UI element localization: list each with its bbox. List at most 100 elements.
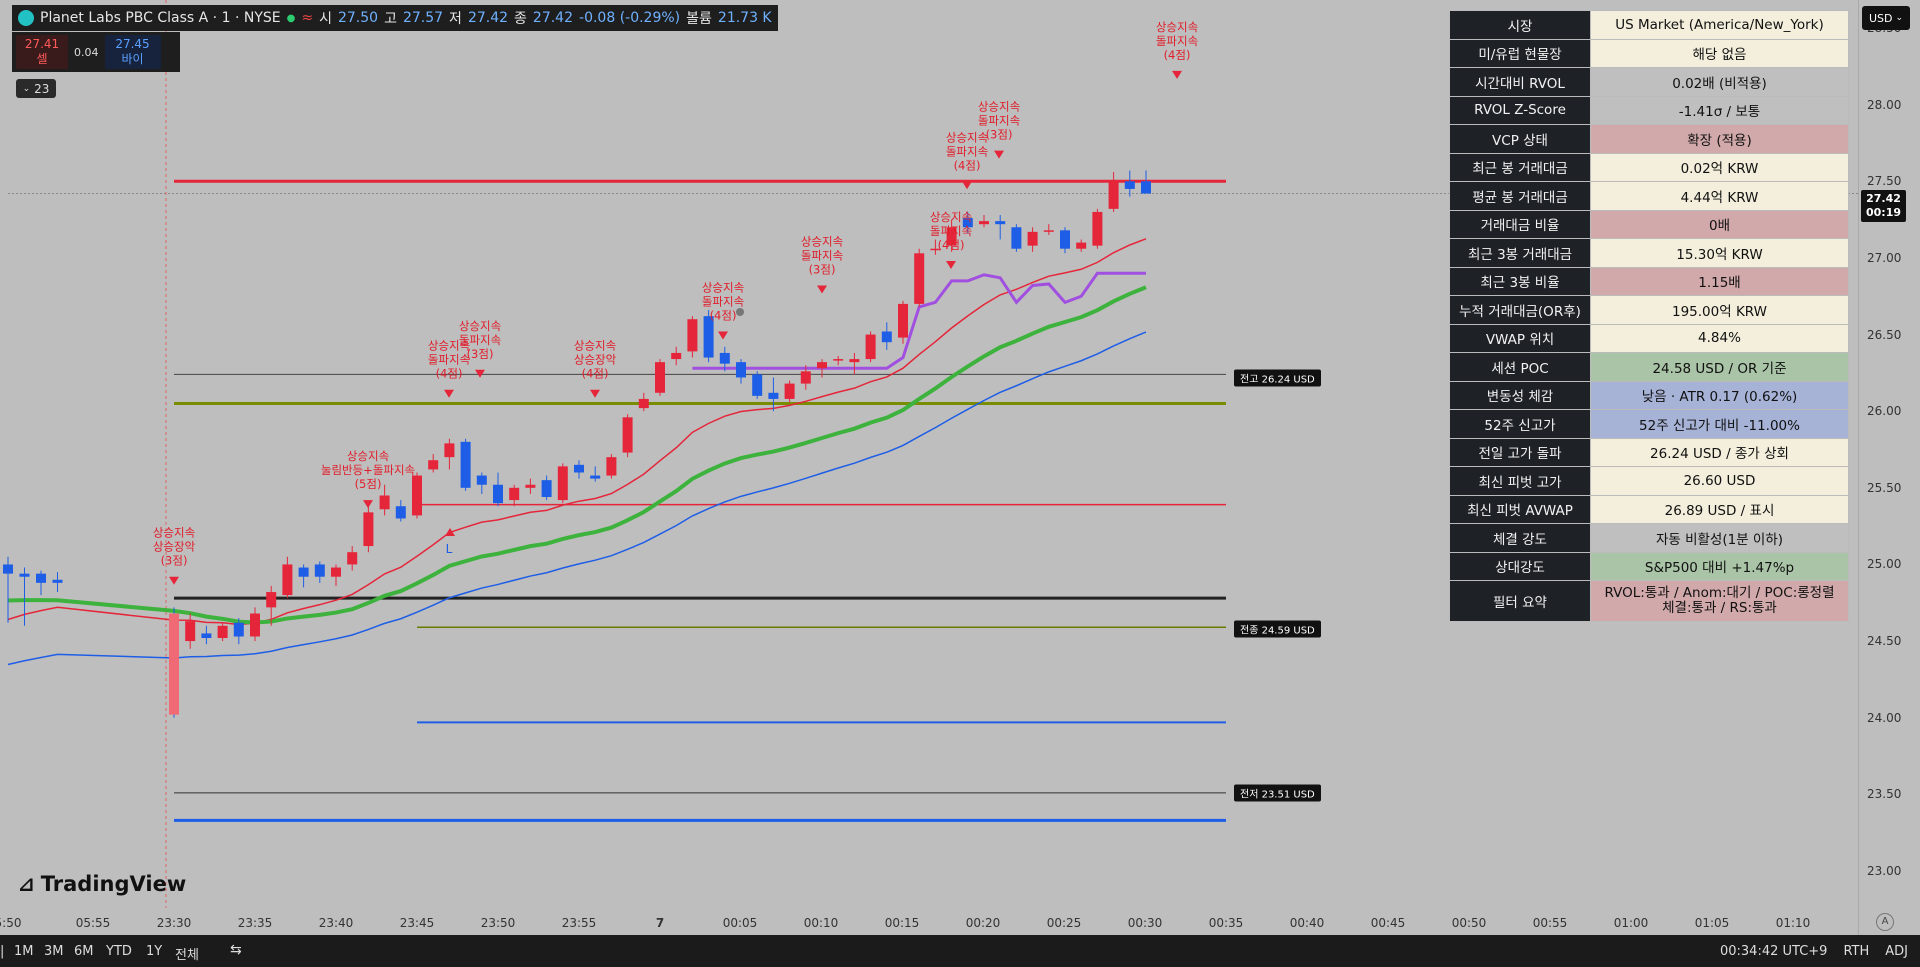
wave-icon: ≈ [301,10,314,26]
candle-body [233,622,244,637]
clock-display[interactable]: 00:34:42 UTC+9 [1719,944,1828,959]
time-tick: 23:30 [156,916,192,930]
time-tick: 00:15 [884,916,920,930]
table-value: 26.24 USD / 종가 상회 [1590,437,1849,467]
price-tick: 27.00 [1867,250,1902,265]
signal-text: (4점) [954,158,981,172]
signal-text: 상승지속 [946,130,988,144]
range-button[interactable]: 1Y [146,944,163,959]
candle-body [914,253,925,304]
signal-text: 상승지속 [428,339,470,353]
bottom-toolbar: | 1M 3M 6M YTD 1Y 전체 ⇆ 00:34:42 UTC+9 RTH ADJ [0,935,1920,967]
table-row: 필터 요약 RVOL:통과 / Anom:대기 / POC:롱정렬 체결:통과 / … [1449,580,1849,622]
filter-summary-value: RVOL:통과 / Anom:대기 / POC:롱정렬 체결:통과 / RS:통과 [1590,580,1849,622]
tradingview-logo[interactable]: ⊿ TradingView [18,872,186,896]
table-key: RVOL Z-Score [1449,95,1591,125]
table-key: 시장 [1449,10,1591,40]
symbol-title[interactable]: Planet Labs PBC Class A · 1 · NYSE [40,10,281,26]
table-value: 195.00억 KRW [1590,295,1849,325]
table-row: 52주 신고가 52주 신고가 대비 -11.00% [1449,409,1849,439]
candle-body [817,362,827,369]
signal-down-arrow-icon [946,260,956,269]
time-tick: 7 [655,916,665,930]
session-toggle[interactable]: RTH [1843,944,1870,959]
range-button[interactable]: 1M [14,944,34,959]
candle-body [930,248,941,251]
date-range-icon[interactable]: ⇆ [230,942,242,958]
signal-text: (5점) [355,477,382,491]
candle-body [363,512,374,547]
range-button[interactable]: 6M [74,944,94,959]
signal-text: (3점) [986,128,1013,142]
table-row: 거래대금 비율 0배 [1449,209,1849,239]
current-price-label: 27.42 00:19 [1861,190,1906,222]
candle-body [3,564,13,574]
table-row: VWAP 위치 4.84% [1449,323,1849,353]
signal-text: (3점) [809,262,836,276]
candle-body [250,613,260,637]
time-tick: 00:20 [965,916,1001,930]
time-tick: 23:35 [237,916,273,930]
range-button[interactable]: YTD [106,944,132,959]
signal-text: 상승지속 [1156,20,1198,34]
signal-text: 돌파지속 [459,333,501,347]
signal-text: 돌파지속 [1156,34,1198,48]
buy-button[interactable]: 27.45 바이 [104,35,161,69]
candle-body [412,475,422,516]
time-axis[interactable]: 5:50 05:55 23:30 23:35 23:40 23:45 23:50 23:55 7… [0,908,1858,935]
candle-body [347,552,358,565]
symbol-header[interactable]: Planet Labs PBC Class A · 1 · NYSE ● ≈ 시… [12,5,778,31]
candle-body [493,484,503,504]
currency-selector[interactable]: USD ⌄ [1862,6,1910,30]
candle-body [476,475,487,485]
candle-body [1108,181,1119,209]
table-key: 52주 신고가 [1449,409,1591,439]
price-axis[interactable]: 28.5028.0027.5027.0026.5026.0025.5025.00… [1858,0,1920,935]
adj-toggle[interactable]: ADJ [1885,944,1908,959]
table-row: 최근 3봉 거래대금 15.30억 KRW [1449,238,1849,268]
candle-body [800,371,811,384]
status-dot-icon: ● [286,12,296,24]
table-value: 24.58 USD / OR 기준 [1590,352,1849,382]
table-value: 4.44억 KRW [1590,181,1849,211]
table-value: 0.02억 KRW [1590,152,1849,182]
signal-down-arrow-icon [1172,70,1182,79]
candle-body [719,352,730,364]
time-tick: 00:50 [1451,916,1487,930]
range-button[interactable]: 전체 [175,948,199,963]
table-key: 상대강도 [1449,551,1591,581]
vwap-green-line [7,285,1147,625]
table-key: 필터 요약 [1449,580,1591,622]
auto-scale-button[interactable]: A [1876,913,1894,931]
current-price-value: 27.42 [1866,192,1901,205]
candle-body [525,484,536,488]
signal-text: 상승지속 [801,234,843,248]
candle-body [671,352,682,360]
signal-up-arrow-icon [445,528,455,536]
candle-body [655,362,665,393]
candle-body [1092,211,1103,246]
table-value: 자동 비활성(1분 이하) [1590,523,1849,553]
range-button[interactable]: 3M [44,944,64,959]
candle-body [379,495,390,510]
candle-body [460,441,471,488]
signal-text: (3점) [467,347,494,361]
candle-body [752,374,763,396]
table-value: 낮음 · ATR 0.17 (0.62%) [1590,380,1849,410]
table-row: 평균 봉 거래대금 4.44억 KRW [1449,181,1849,211]
spread-value: 0.04 [74,45,99,59]
time-tick: 23:55 [561,916,597,930]
ema-blue-line [7,331,1147,666]
signal-down-arrow-icon [363,500,373,509]
indicator-toggle-button[interactable]: ⌄ 23 [16,79,56,98]
candle-body [1011,227,1022,249]
price-chart[interactable]: 상승지속상승장악(3점)상승지속눌림반등+돌파지속(5점)상승지속돌파지속(4점… [0,0,1858,935]
candle-body [557,466,568,501]
sell-button[interactable]: 27.41 셀 [16,35,68,69]
